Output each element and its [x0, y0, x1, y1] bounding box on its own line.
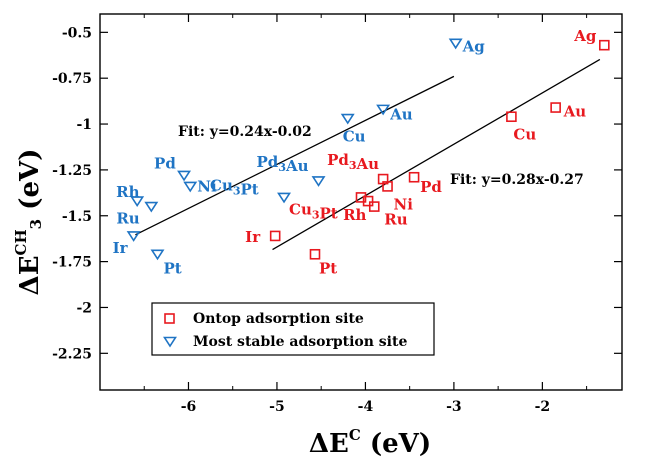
ontop-marker-pt: [309, 248, 321, 260]
ontop-marker-au: [550, 102, 561, 113]
ontop-marker-ni: [382, 181, 393, 192]
legend-ontop-label: Ontop adsorption site: [193, 311, 364, 327]
y-axis-label-subscript: 3: [27, 219, 45, 229]
ontop-label-ru: Ru: [384, 211, 407, 229]
stable-marker-au: [376, 104, 391, 116]
y-axis-label-suffix: (eV): [15, 149, 45, 219]
x-axis-label-suffix: (eV): [361, 429, 431, 459]
x-tick-label: -3: [446, 399, 462, 415]
stable-marker-ir: [126, 231, 141, 242]
ontop-label-ir: Ir: [245, 228, 261, 246]
x-axis-label: ΔEC (eV): [309, 426, 431, 459]
fit-label-1: Fit: y=0.24x-0.02: [178, 124, 312, 140]
data-markers: [126, 38, 610, 261]
stable-label-pd3au: Pd3Au: [257, 153, 309, 175]
stable-marker-pd: [177, 170, 192, 182]
fit-label-2: Fit: y=0.28x-0.27: [450, 172, 584, 188]
stable-marker-ag: [448, 38, 463, 50]
x-tick-label: -4: [358, 399, 374, 415]
plot-frame: [99, 13, 623, 391]
x-tick-label: -5: [269, 399, 285, 415]
stable-marker-cu: [340, 113, 355, 125]
ontop-marker-ru: [368, 201, 380, 212]
x-tick-label: -2: [535, 399, 551, 415]
x-axis-ticks: -6 -5 -4 -3 -2: [143, 14, 588, 415]
legend-box: [151, 302, 435, 356]
ontop-marker-rh: [362, 195, 374, 207]
stable-label-ir: Ir: [113, 239, 129, 257]
legend: Ontop adsorption site Most stable adsorp…: [151, 302, 435, 356]
stable-label-ni: Ni: [197, 177, 217, 195]
fit-line-2: [272, 58, 601, 251]
y-tick-label: -0.75: [52, 71, 92, 87]
ontop-label-rh: Rh: [343, 206, 366, 224]
y-tick-label: -2: [76, 300, 92, 316]
y-tick-label: -1.75: [52, 255, 92, 271]
plot-border: [99, 13, 623, 391]
fit-line-1: [135, 75, 455, 236]
stable-label-cu: Cu: [343, 128, 366, 146]
ontop-label-cu3pt: Cu3Pt: [289, 200, 338, 222]
ontop-label-au: Au: [563, 103, 587, 121]
ontop-label-pd3au: Pd3Au: [327, 151, 379, 173]
ontop-marker-cu: [506, 111, 517, 123]
legend-ontop-marker: [164, 313, 175, 324]
ontop-label-ni: Ni: [394, 195, 414, 213]
stable-label-ag: Ag: [462, 37, 486, 55]
stable-label-au: Au: [389, 105, 413, 123]
ontop-label-cu: Cu: [513, 126, 536, 144]
y-axis-ticks: -0.5 -0.75 -1 -1.25 -1.5 -1.75 -2 -2.25: [52, 25, 622, 362]
stable-marker-pd3au: [311, 176, 326, 187]
y-tick-label: -2.25: [52, 346, 92, 362]
y-axis-label-prefix: ΔE: [15, 255, 45, 295]
y-axis-label: ΔECH3 (eV): [12, 149, 45, 296]
fit-label-2-text: Fit: y=0.28x-0.27: [450, 172, 584, 188]
y-tick-label: -0.5: [62, 25, 92, 41]
fit-lines: [135, 58, 601, 251]
stable-label-ru: Ru: [116, 210, 139, 228]
y-tick-label: -1: [76, 117, 92, 133]
x-axis-label-superscript: C: [349, 426, 361, 444]
stable-marker-ni: [183, 181, 198, 193]
stable-label-pt: Pt: [164, 259, 182, 277]
x-tick-label: -6: [181, 399, 197, 415]
legend-stable-label: Most stable adsorption site: [193, 334, 407, 350]
stable-marker-pt: [150, 249, 165, 261]
ontop-marker-ag: [599, 39, 610, 51]
fit-label-1-text: Fit: y=0.24x-0.02: [178, 124, 312, 140]
legend-stable-marker: [163, 336, 177, 348]
ontop-label-pd: Pd: [420, 178, 442, 196]
stable-marker-rh: [130, 196, 145, 208]
ontop-marker-ir: [269, 230, 281, 242]
stable-label-cu3pt: Cu3Pt: [210, 176, 259, 198]
ontop-marker-pd: [408, 171, 420, 183]
stable-label-rh: Rh: [116, 183, 139, 201]
y-tick-label: -1.25: [52, 163, 92, 179]
y-tick-label: -1.5: [62, 209, 92, 225]
ontop-label-ag: Ag: [573, 27, 597, 45]
x-axis-label-prefix: ΔE: [309, 429, 349, 459]
ontop-label-pt: Pt: [319, 259, 337, 277]
ontop-marker-cu3pt: [355, 192, 367, 203]
y-axis-label-superscript: CH: [12, 229, 30, 255]
stable-marker-ru: [144, 201, 159, 213]
stable-marker-cu3pt: [277, 192, 291, 204]
stable-label-pd: Pd: [154, 154, 176, 172]
